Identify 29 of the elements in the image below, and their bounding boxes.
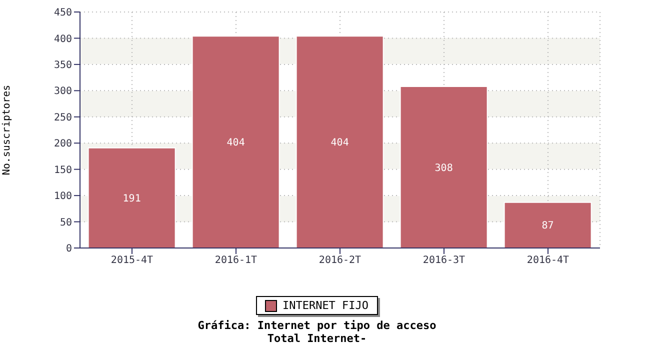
x-tick-label: 2016-2T <box>318 255 362 266</box>
bar <box>192 36 280 248</box>
data-label: 404 <box>330 138 349 149</box>
data-label: 87 <box>542 220 554 232</box>
x-tick-label: 2016-1T <box>214 255 258 266</box>
y-tick-label: 400 <box>54 34 72 45</box>
bar <box>400 86 488 248</box>
y-tick-label: 300 <box>54 86 72 98</box>
y-tick-label: 350 <box>54 60 72 71</box>
text: INTERNET FIJO <box>281 299 369 312</box>
bar <box>504 202 592 248</box>
y-tick-label: 150 <box>54 164 72 176</box>
y-axis-title: No.suscriptores <box>2 84 13 176</box>
data-label: 404 <box>226 138 245 149</box>
y-tick-label: 200 <box>54 138 72 150</box>
y-tick-label: 100 <box>54 191 72 202</box>
text: Gráfica: Internet por tipo de acceso <box>196 319 438 332</box>
x-tick-label: 2015-4T <box>110 255 154 266</box>
data-label: 191 <box>122 193 141 204</box>
x-tick-label: 2016-3T <box>422 255 466 266</box>
y-tick-label: 50 <box>60 217 72 228</box>
y-tick-label: 0 <box>66 244 72 255</box>
text: Total Internet- <box>266 332 368 345</box>
x-tick-label: 2016-4T <box>526 255 570 266</box>
bar <box>88 147 176 248</box>
data-label: 308 <box>434 162 453 174</box>
y-tick-label: 450 <box>54 8 72 19</box>
y-tick-label: 250 <box>54 112 72 124</box>
bar <box>296 36 384 248</box>
